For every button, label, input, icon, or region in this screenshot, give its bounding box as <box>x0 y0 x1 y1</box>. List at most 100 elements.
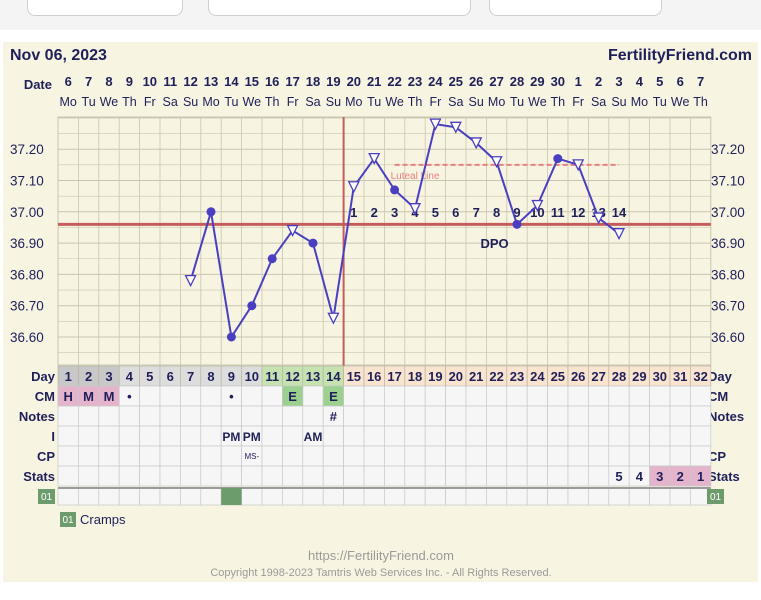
weekday-label: Sa <box>163 95 178 109</box>
temperature-point <box>206 207 216 217</box>
weekday-label: We <box>671 95 690 109</box>
date-number: 13 <box>204 74 218 89</box>
data-cell <box>526 425 548 447</box>
weekday-label: Mo <box>60 95 77 109</box>
data-cell <box>200 425 222 447</box>
stats-value: 1 <box>697 469 704 484</box>
data-cell <box>384 405 406 427</box>
date-number: 8 <box>105 74 112 89</box>
data-cell <box>363 445 385 467</box>
temperature-point <box>429 118 442 131</box>
data-cell <box>282 405 304 427</box>
data-cell <box>78 405 100 427</box>
temperature-point <box>184 275 197 288</box>
data-cell <box>424 385 446 407</box>
data-cell <box>98 465 120 487</box>
data-cell <box>567 385 589 407</box>
weekday-label: Th <box>265 95 280 109</box>
weekday-label: Mo <box>345 95 362 109</box>
toolbar-button-left[interactable] <box>27 0 183 16</box>
date-number: 14 <box>224 74 239 89</box>
data-cell <box>57 425 79 447</box>
data-cell <box>404 465 426 487</box>
data-cell <box>608 445 630 467</box>
data-cell <box>241 385 263 407</box>
toolbar-button-middle[interactable] <box>208 0 471 16</box>
data-cell <box>384 465 406 487</box>
data-cell <box>649 385 671 407</box>
data-cell <box>159 405 181 427</box>
cm-value-cell <box>98 385 120 407</box>
weekday-label: Su <box>183 95 198 109</box>
day-number: 27 <box>591 369 605 384</box>
data-cell <box>445 385 467 407</box>
toolbar-button-right[interactable] <box>489 0 662 16</box>
date-number: 17 <box>285 74 299 89</box>
day-number: 26 <box>571 369 585 384</box>
weekday-label: Fr <box>429 95 441 109</box>
temperature-point <box>531 199 544 212</box>
data-cell <box>526 385 548 407</box>
day-number: 24 <box>530 369 545 384</box>
dpo-label: DPO <box>480 236 508 251</box>
day-number: 16 <box>367 369 381 384</box>
data-cell <box>588 405 610 427</box>
symptom-cell <box>486 487 508 506</box>
data-cell <box>302 405 324 427</box>
date-number: 4 <box>636 74 644 89</box>
day-number: 29 <box>632 369 646 384</box>
data-cell <box>465 445 487 467</box>
day-number: 7 <box>187 369 194 384</box>
data-cell <box>180 425 202 447</box>
data-rows: DayDayCMCMNotesNotesIICPCPStatsStats1234… <box>19 365 744 506</box>
weekday-label: Sa <box>448 95 463 109</box>
data-cell <box>159 465 181 487</box>
weekday-label: Mo <box>488 95 505 109</box>
data-cell <box>363 465 385 487</box>
data-cell <box>628 425 650 447</box>
row-label-right-cp: CP <box>708 449 726 464</box>
dpo-number: 2 <box>371 205 378 220</box>
day-number: 1 <box>65 369 72 384</box>
day-number: 8 <box>207 369 214 384</box>
stats-value: 2 <box>677 469 684 484</box>
symptom-cell <box>322 487 344 506</box>
symptom-cell <box>363 487 385 506</box>
y-tick-right: 36.90 <box>711 236 745 251</box>
cm-value-cell <box>282 385 304 407</box>
data-cell <box>200 445 222 467</box>
site-name: FertilityFriend.com <box>608 47 752 64</box>
weekday-label: Th <box>693 95 708 109</box>
symptom-cell <box>404 487 426 506</box>
symptom-cell <box>180 487 202 506</box>
symptom-cell <box>118 487 140 506</box>
data-cell <box>506 405 528 427</box>
y-tick-left: 37.10 <box>10 174 44 189</box>
data-cell <box>261 405 283 427</box>
day-number: 14 <box>326 369 341 384</box>
symptom-cell <box>567 487 589 506</box>
data-cell <box>567 405 589 427</box>
data-cell <box>384 385 406 407</box>
cm-value: M <box>83 389 94 404</box>
data-cell <box>404 445 426 467</box>
temperature-point <box>449 121 462 134</box>
footer-url[interactable]: https://FertilityFriend.com <box>308 548 454 563</box>
day-number: 31 <box>673 369 687 384</box>
date-number: 10 <box>143 74 157 89</box>
note-value: # <box>330 409 338 424</box>
data-cell <box>424 445 446 467</box>
data-cell <box>424 405 446 427</box>
symptom-cell <box>78 487 100 506</box>
data-cell <box>200 405 222 427</box>
cm-value: E <box>329 389 338 404</box>
stats-value: 4 <box>636 469 644 484</box>
row-label-right-day: Day <box>708 369 733 384</box>
data-cell <box>343 405 365 427</box>
data-cell <box>261 445 283 467</box>
temperature-point <box>308 238 318 248</box>
weekday-label: Tu <box>367 95 381 109</box>
luteal-line-label: Luteal Line <box>391 171 440 182</box>
data-cell <box>159 385 181 407</box>
data-cell <box>465 465 487 487</box>
